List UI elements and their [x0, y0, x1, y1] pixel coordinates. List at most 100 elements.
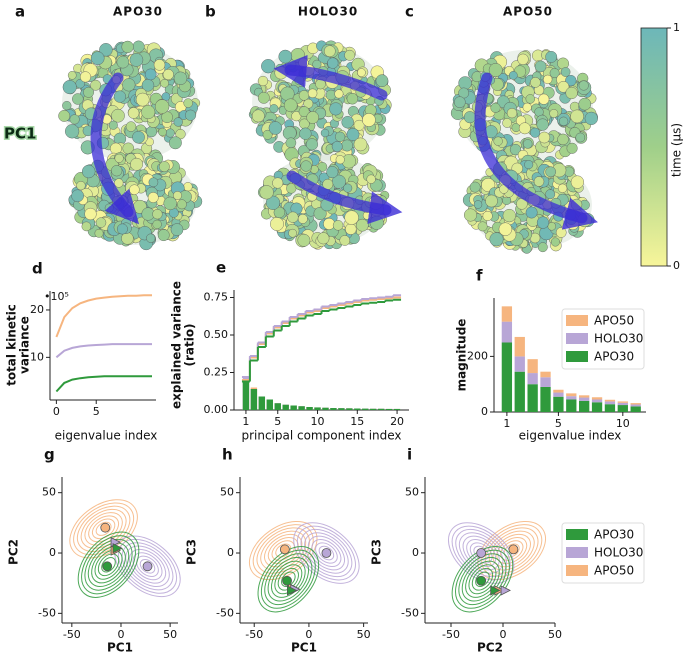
legend-swatch [566, 333, 588, 344]
protein-bead [335, 131, 346, 142]
protein-bead [71, 189, 84, 203]
legend-swatch [566, 315, 588, 326]
x-tick-label: 20 [390, 415, 404, 428]
protein-bead [79, 71, 91, 83]
density-contour [118, 538, 178, 594]
protein-bead [545, 166, 557, 178]
panel-letter: i [407, 446, 412, 464]
density-contour [252, 524, 314, 577]
protein-bead [537, 242, 548, 253]
y-tick-label: 0 [481, 405, 488, 418]
line [55, 375, 152, 393]
protein-bead [278, 49, 293, 64]
protein-bead [158, 127, 167, 137]
protein-bead [300, 160, 312, 172]
density-contour [458, 532, 504, 574]
x-tick-label: 5 [93, 405, 100, 418]
density-contour [451, 546, 514, 613]
y-tick-label: 50 [42, 486, 56, 499]
x-tick-label: 0 [500, 628, 507, 641]
bar [393, 408, 401, 410]
density-contour [256, 527, 310, 574]
protein-bead [453, 96, 466, 108]
density-contour [315, 542, 338, 564]
bar-segment [501, 342, 513, 412]
bar-segment [527, 384, 538, 412]
bar [354, 408, 361, 410]
bar-segment [527, 373, 538, 385]
protein-bead [158, 161, 170, 173]
protein-bead [506, 107, 518, 119]
protein-bead [570, 175, 585, 189]
protein-bead [557, 183, 568, 193]
protein-bead [488, 63, 503, 77]
y-tick-label: 50 [220, 486, 234, 499]
y-tick-label: -50 [38, 606, 56, 619]
bar-segment [540, 386, 551, 412]
density-contour [300, 528, 353, 578]
protein-bead [152, 219, 162, 230]
y-tick-label: 20 [30, 303, 44, 316]
y-tick-label: 0 [227, 546, 234, 559]
protein-bead [84, 207, 97, 221]
y-tick-label: 0.75 [204, 291, 229, 304]
density-contour [91, 546, 126, 584]
x-tick-label: 1 [242, 415, 249, 428]
protein-bead [262, 129, 273, 140]
density-contour [311, 539, 342, 568]
triangle-marker [112, 543, 123, 554]
protein-bead [299, 127, 312, 140]
protein-bead [357, 68, 366, 77]
bar [242, 381, 250, 410]
protein-bead [320, 128, 330, 138]
x-tick-label: 50 [163, 628, 177, 641]
protein-bead [339, 235, 351, 246]
x-axis-label: principal component index [241, 429, 401, 443]
panel-letter: b [205, 3, 216, 21]
x-axis-label: eigenvalue index [519, 429, 622, 443]
protein-bead [346, 128, 360, 141]
density-contour [84, 538, 133, 591]
bar-segment [579, 397, 590, 401]
protein-bead [104, 203, 114, 213]
legend-label: HOLO30 [594, 332, 643, 346]
protein-bead [132, 130, 145, 144]
panel-title: APO30 [113, 5, 163, 19]
x-tick-label: 1 [503, 417, 510, 430]
protein-bead [545, 51, 558, 63]
protein-bead [251, 109, 265, 123]
protein-bead [344, 49, 356, 61]
centroid-marker [476, 575, 487, 586]
y-tick-label: 0 [412, 546, 419, 559]
density-contour [304, 532, 349, 574]
pc-arrow [286, 170, 403, 225]
bar-segment [617, 405, 628, 412]
colorbar [640, 27, 668, 267]
panel-letter: f [476, 267, 483, 285]
protein-bead [261, 59, 276, 74]
bar [338, 408, 345, 410]
x-tick-label: 10 [311, 415, 325, 428]
density-contour [257, 546, 320, 613]
line [55, 343, 152, 359]
side-label: PC1 [4, 125, 36, 143]
legend-swatch [566, 351, 588, 362]
protein-bead [584, 111, 598, 126]
bar [346, 408, 353, 410]
centroid-marker [476, 548, 487, 558]
protein-bead [297, 213, 308, 224]
x-tick-label: 5 [555, 417, 562, 430]
protein-bead [67, 71, 77, 80]
colorbar-label: time (μs) [670, 123, 684, 177]
protein-bead [58, 110, 71, 122]
density-contour [277, 567, 299, 591]
protein-bead [458, 76, 472, 90]
bar-segment [514, 336, 525, 357]
x-tick-label: -50 [245, 628, 263, 641]
y-tick-label: -50 [216, 606, 234, 619]
bar [274, 403, 281, 410]
protein-bead [168, 136, 182, 150]
protein-bead [530, 127, 541, 138]
protein-bead [341, 115, 354, 129]
bar-segment [591, 402, 603, 412]
